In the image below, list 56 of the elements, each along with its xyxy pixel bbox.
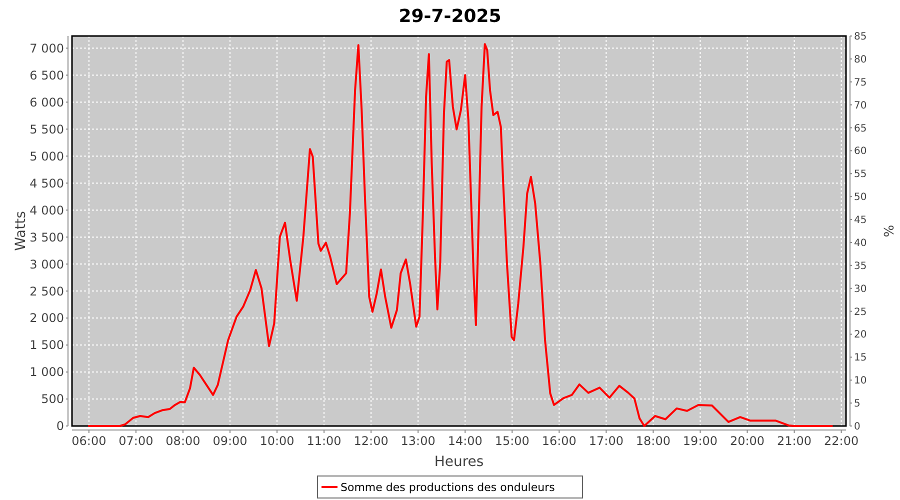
x-tick-label: 20:00: [730, 434, 765, 448]
y2-tick-label: 25: [854, 306, 867, 318]
y-tick-label: 0: [56, 419, 64, 434]
x-tick-label: 14:00: [448, 434, 482, 448]
x-tick-label: 22:00: [824, 434, 859, 448]
line-series: [88, 43, 833, 427]
x-tick-label: 06:00: [72, 434, 106, 448]
x-tick-label: 13:00: [400, 434, 436, 448]
y2-tick-label: 65: [854, 123, 867, 134]
y-tick-label: 500: [41, 392, 64, 406]
y-tick-label: 3 000: [30, 257, 64, 272]
y2-axis-title: %: [880, 224, 895, 238]
y-tick-label: 7 000: [30, 41, 64, 56]
x-tick-label: 16:00: [542, 434, 576, 448]
x-tick-label: 10:00: [260, 434, 294, 448]
x-axis-title: Heures: [434, 454, 484, 470]
chart-title: 29-7-2025: [398, 6, 502, 27]
y2-tick-label: 15: [854, 352, 867, 364]
x-tick-label: 09:00: [212, 434, 248, 448]
x-tick-label: 07:00: [118, 434, 154, 448]
y2-tick-label: 5: [854, 398, 860, 410]
y2-tick-label: 0: [854, 422, 860, 432]
y2-tick-label: 10: [854, 376, 867, 387]
y-tick-label: 1 000: [30, 365, 64, 380]
x-tick-label: 12:00: [354, 434, 388, 448]
y2-tick-label: 30: [854, 284, 867, 295]
y2-tick-label: 35: [854, 260, 867, 272]
y-tick-label: 3 500: [30, 230, 64, 244]
y2-tick-label: 55: [854, 169, 867, 180]
y2-tick-label: 60: [854, 146, 867, 158]
legend-label: Somme des productions des onduleurs: [340, 481, 556, 494]
y2-tick-label: 50: [854, 192, 867, 204]
x-tick-label: 08:00: [166, 434, 200, 448]
y2-tick-label: 85: [854, 32, 867, 42]
x-tick-label: 19:00: [682, 434, 718, 448]
x-tick-label: 11:00: [306, 434, 342, 448]
y-tick-label: 6 000: [30, 95, 64, 110]
y2-tick-label: 20: [854, 330, 867, 341]
y-tick-label: 2 000: [30, 311, 64, 326]
x-tick-label: 15:00: [494, 434, 530, 448]
y2-tick-label: 70: [854, 100, 867, 112]
y-tick-label: 5 000: [30, 149, 64, 164]
y2-tick-label: 75: [854, 77, 867, 88]
y-axis-title: Watts: [13, 211, 29, 251]
y2-tick-label: 45: [854, 215, 867, 226]
y-tick-label: 2 500: [30, 284, 64, 298]
x-tick-label: 18:00: [636, 434, 670, 448]
y-tick-label: 6 500: [30, 68, 64, 82]
y-tick-label: 4 500: [30, 176, 64, 190]
y2-tick-label: 40: [854, 238, 867, 249]
x-tick-label: 21:00: [776, 434, 812, 448]
x-tick-label: 17:00: [588, 434, 624, 448]
y-tick-label: 4 000: [30, 203, 64, 218]
y-tick-label: 1 500: [30, 338, 64, 352]
y-tick-label: 5 500: [30, 122, 64, 136]
y2-tick-label: 80: [854, 54, 867, 66]
